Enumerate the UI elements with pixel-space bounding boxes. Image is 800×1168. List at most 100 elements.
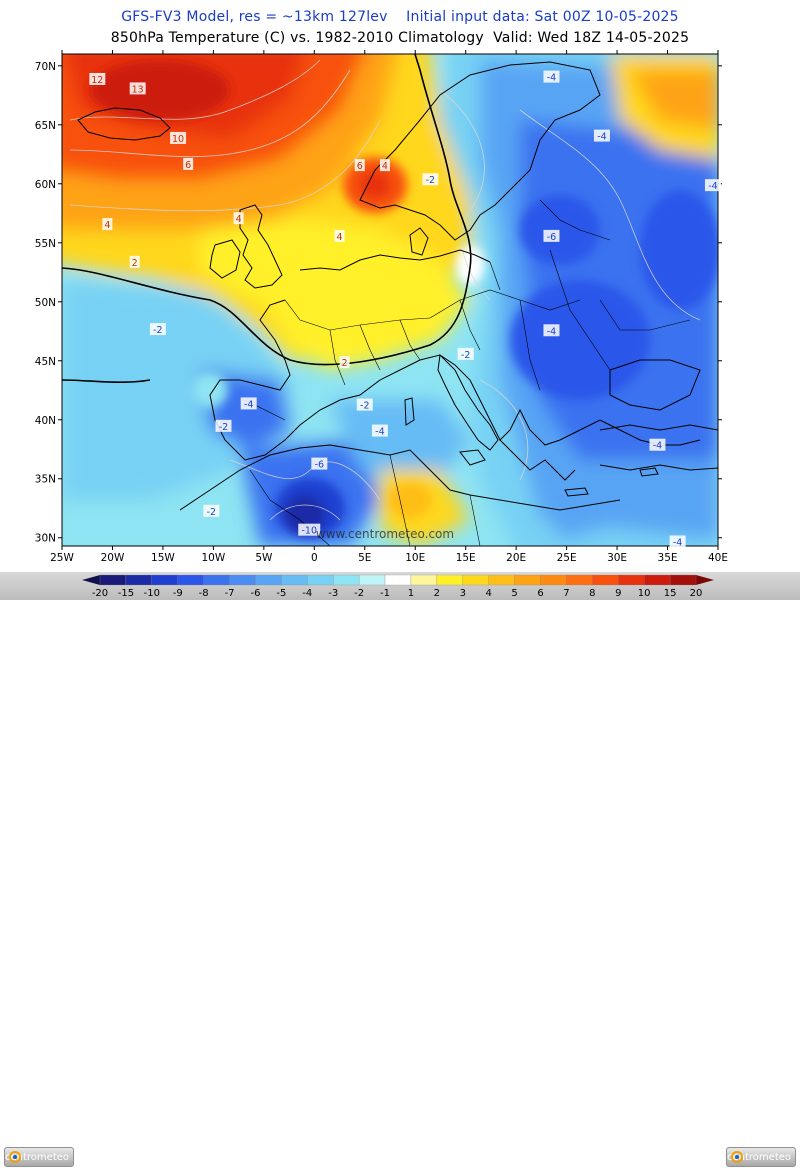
legend-tick-label: 7 [563, 588, 569, 599]
legend-tick-label: -8 [199, 588, 209, 599]
legend-tick-label: 1 [408, 588, 414, 599]
contour-label: -4 [547, 73, 556, 84]
legend-swatch [540, 574, 567, 586]
contour-label-bg [89, 72, 106, 85]
contour-label: -4 [673, 537, 682, 548]
lon-label: 25E [557, 552, 577, 564]
legend-tick-label: -7 [225, 588, 235, 599]
contour-label: 12 [91, 75, 103, 86]
lon-label: 0 [311, 552, 318, 564]
contour-label-bg [457, 347, 474, 360]
contour-label-bg [704, 179, 721, 192]
legend-tick-label: -6 [250, 588, 260, 599]
legend-swatch [669, 574, 697, 586]
contour-label-bg [339, 356, 350, 369]
contour-label-bg [102, 218, 113, 231]
contour-label-bg [356, 398, 373, 411]
contour-label-bg [203, 504, 220, 517]
contour-label: -4 [597, 132, 606, 143]
lon-label: 20E [506, 552, 526, 564]
lon-label: 15W [151, 552, 175, 564]
lat-label: 50N [35, 297, 56, 309]
legend-tick-label: 4 [486, 588, 492, 599]
contour-label: -6 [315, 460, 324, 471]
lat-label: 30N [35, 533, 56, 545]
legend-arrow-left [82, 575, 100, 585]
legend-tick-label: -20 [92, 588, 108, 599]
legend-tick-label: -5 [276, 588, 286, 599]
lon-label: 15E [456, 552, 476, 564]
coastlines [77, 61, 718, 511]
contour-label-bg [149, 323, 166, 336]
contour-label: 6 [357, 161, 363, 172]
contour-label: -6 [547, 232, 556, 243]
legend-swatch [125, 574, 152, 586]
map-frame [61, 53, 719, 547]
contour-label-bg [543, 324, 560, 337]
legend-swatch [333, 574, 360, 586]
legend-swatch [384, 574, 412, 586]
lon-label: 5W [255, 552, 273, 564]
legend-bar: centrometeo centrometeo -20 -15 -10 -9 -8 -7-… [0, 572, 800, 1167]
contour-label: 4 [382, 161, 388, 172]
lon-label: 25W [50, 552, 74, 564]
contour-label: -4 [244, 399, 253, 410]
contour-label-bg [170, 131, 187, 144]
centrometeo-logo-right: centrometeo [726, 1147, 796, 1167]
centrometeo-logo-left: centrometeo [4, 1147, 74, 1167]
legend-tick-label: -10 [144, 588, 160, 599]
legend-swatch [307, 574, 334, 586]
contour-label: 4 [104, 220, 110, 231]
contour-label: 4 [236, 214, 242, 225]
legend-swatch [462, 574, 489, 586]
legend-tick-label: 2 [434, 588, 440, 599]
legend-arrow-right [696, 575, 714, 585]
lat-label: 65N [35, 120, 56, 132]
legend-tick-label: -3 [328, 588, 338, 599]
contour-label: -2 [426, 175, 435, 186]
legend-swatch [592, 574, 619, 586]
contour-label: -4 [375, 427, 384, 438]
watermark: www.centrometeo.com [316, 527, 454, 541]
lat-axis: 70N 65N 60N 55N 50N 45N 40N 35N 30N [35, 61, 56, 545]
country-borders [244, 199, 691, 546]
legend-swatch [177, 574, 204, 586]
legend-tick-label: 6 [537, 588, 543, 599]
lon-label: 5E [358, 552, 371, 564]
logo-icon [9, 1151, 21, 1163]
contour-label: -2 [360, 401, 369, 412]
lon-label: 40E [708, 552, 728, 564]
contour-label: -2 [219, 422, 228, 433]
lat-label: 55N [35, 238, 56, 250]
contour-label-bg [334, 229, 345, 242]
contour-label: 2 [342, 358, 348, 369]
contour-label: 10 [172, 134, 184, 145]
legend-tick-label: 9 [615, 588, 621, 599]
lon-label: 30E [607, 552, 627, 564]
legend-swatch [358, 574, 386, 586]
contour-label-bg [649, 438, 666, 451]
contour-label: 13 [132, 84, 144, 95]
legend-tick-label: 10 [638, 588, 651, 599]
contour-label: -4 [653, 441, 662, 452]
contour-label: 2 [132, 258, 138, 269]
lon-label: 20W [101, 552, 125, 564]
legend-tick-label: 8 [589, 588, 595, 599]
contour-label-bg [543, 229, 560, 242]
lat-label: 70N [35, 61, 56, 73]
contour-label-bg [215, 419, 232, 432]
legend-swatch [281, 574, 308, 586]
lon-label: 35E [658, 552, 678, 564]
legend-tick-label: 3 [460, 588, 466, 599]
contour-label-bg [379, 159, 390, 172]
legend-swatch [618, 574, 645, 586]
legend-tick-label: 15 [664, 588, 677, 599]
legend-swatch [436, 574, 463, 586]
zero-isotherm [62, 54, 472, 384]
lat-label: 45N [35, 356, 56, 368]
legend-swatch [255, 574, 282, 586]
map-title: GFS-FV3 Model, res = ~13km 127lev Initia… [121, 9, 679, 25]
contour-label: -2 [153, 325, 162, 336]
legend-swatch [514, 574, 541, 586]
contour-label: -2 [207, 507, 216, 518]
